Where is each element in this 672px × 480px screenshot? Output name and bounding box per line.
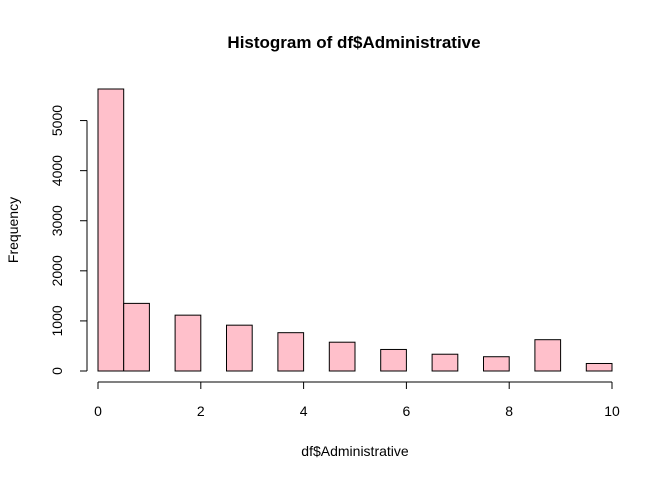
x-axis: 0 2 4 6 8 10: [94, 381, 620, 419]
histogram-bar: [431, 353, 459, 372]
y-tick-label: 0: [49, 367, 65, 375]
histogram-bar: [585, 362, 613, 372]
chart-title: Histogram of df$Administrative: [227, 33, 480, 52]
y-axis: 0 1000 2000 3000 4000 5000: [49, 105, 88, 375]
x-tick-label: 0: [94, 403, 102, 419]
y-tick-label: 1000: [49, 305, 65, 336]
y-tick-label: 3000: [49, 205, 65, 236]
histogram-bar: [123, 302, 150, 372]
histogram-bar: [328, 341, 356, 372]
histogram-bar: [534, 339, 562, 372]
x-tick-label: 4: [300, 403, 308, 419]
x-tick-label: 6: [403, 403, 411, 419]
histogram-bar: [226, 324, 253, 372]
x-tick-label: 2: [197, 403, 205, 419]
bars-group: [97, 88, 613, 372]
histogram-bar: [277, 332, 305, 372]
histogram-bar: [483, 356, 510, 372]
x-axis-label: df$Administrative: [301, 443, 409, 459]
histogram-bar: [380, 348, 407, 372]
histogram-bar: [174, 314, 202, 372]
y-tick-label: 2000: [49, 255, 65, 286]
y-tick-label: 4000: [49, 155, 65, 186]
y-tick-label: 5000: [49, 105, 65, 136]
y-axis-label: Frequency: [5, 197, 21, 263]
x-tick-label: 10: [604, 403, 620, 419]
x-tick-label: 8: [505, 403, 513, 419]
histogram-bar: [97, 88, 125, 372]
